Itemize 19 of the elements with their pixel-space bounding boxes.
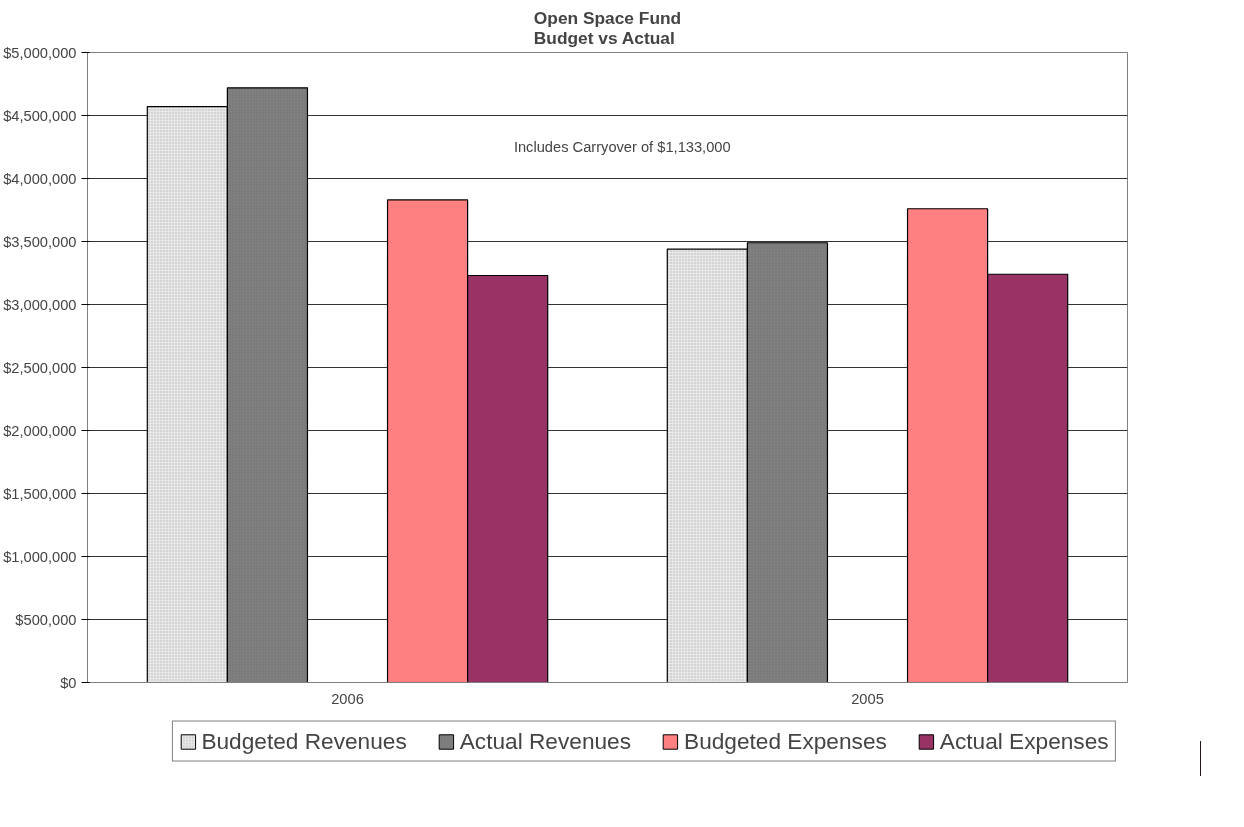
- y-tick-label: $2,500,000: [3, 359, 77, 376]
- legend-label: Actual Revenues: [459, 727, 632, 755]
- y-tick-label: $0: [60, 674, 77, 691]
- y-tick-label: $3,500,000: [3, 233, 77, 250]
- y-tick-label: $1,000,000: [3, 548, 77, 565]
- y-tick-label: $4,500,000: [3, 107, 77, 124]
- legend-label: Budgeted Revenues: [201, 727, 407, 755]
- legend-label: Budgeted Expenses: [684, 727, 887, 755]
- legend-label: Actual Expenses: [939, 727, 1109, 755]
- y-tick-label: $1,500,000: [3, 485, 77, 502]
- x-tick-label: 2005: [851, 690, 884, 707]
- x-tick-label: 2006: [331, 690, 364, 707]
- y-tick-label: $2,000,000: [3, 422, 77, 439]
- y-tick-label: $500,000: [15, 611, 77, 628]
- annotation: Includes Carryover of $1,133,000: [513, 139, 731, 155]
- y-tick-label: $5,000,000: [3, 44, 77, 61]
- y-tick-label: $4,000,000: [3, 170, 77, 187]
- chart-title: Open Space Fund Budget vs Actual: [533, 7, 682, 48]
- y-tick-label: $3,000,000: [3, 296, 77, 313]
